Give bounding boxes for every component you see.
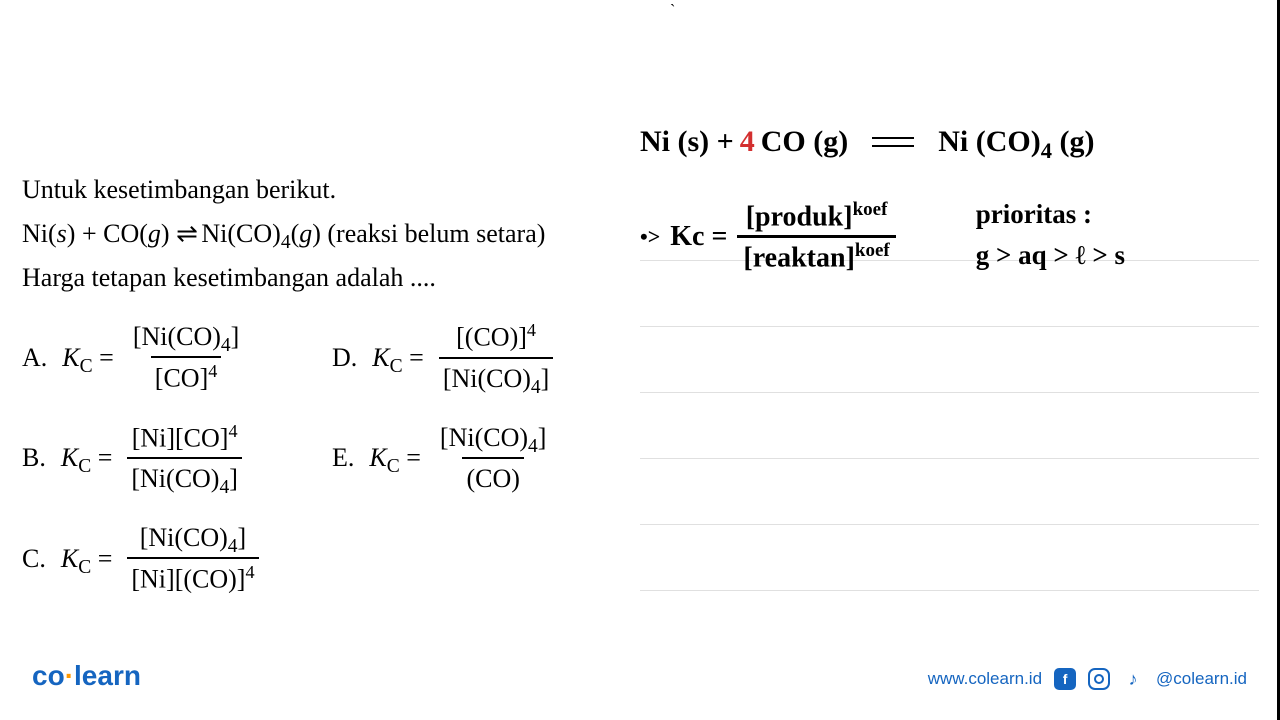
footer-links: www.colearn.id f ♪ @colearn.id: [928, 668, 1247, 690]
social-handle: @colearn.id: [1156, 669, 1247, 689]
tiktok-icon: ♪: [1122, 668, 1144, 690]
instagram-icon: [1088, 668, 1110, 690]
handwriting-panel: Ni (s) + 4 CO (g) Ni (CO)4 (g) •> Kc = […: [640, 125, 1255, 275]
kc-and-priority-row: •> Kc = [produk]koef [reaktan]koef prior…: [640, 199, 1255, 275]
option-a: A. KC = [Ni(CO)4] [CO]4: [22, 317, 312, 398]
stray-mark: `: [670, 2, 675, 20]
question-line-2: Ni(s) + CO(g) ⇌ Ni(CO)4(g) (reaksi belum…: [22, 214, 622, 253]
question-line-3: Harga tetapan kesetimbangan adalah ....: [22, 258, 622, 297]
answer-options: A. KC = [Ni(CO)4] [CO]4 D. KC = [(CO)]4 …: [22, 317, 622, 599]
facebook-icon: f: [1054, 668, 1076, 690]
website-url: www.colearn.id: [928, 669, 1042, 689]
priority-note: prioritas : g > aq > ℓ > s: [976, 199, 1125, 271]
option-e: E. KC = [Ni(CO)4] (CO): [332, 418, 622, 498]
question-panel: Untuk kesetimbangan berikut. Ni(s) + CO(…: [22, 170, 622, 599]
equilibrium-arrow-icon: [870, 130, 916, 154]
option-b: B. KC = [Ni][CO]4 [Ni(CO)4]: [22, 418, 312, 499]
kc-formula: •> Kc = [produk]koef [reaktan]koef: [640, 199, 896, 275]
highlighted-coefficient: 4: [740, 125, 755, 159]
brand-logo: co·learn: [32, 660, 141, 692]
option-c: C. KC = [Ni(CO)4] [Ni][(CO)]4: [22, 518, 312, 599]
question-line-1: Untuk kesetimbangan berikut.: [22, 170, 622, 209]
option-d: D. KC = [(CO)]4 [Ni(CO)4]: [332, 317, 622, 398]
logo-dot-icon: ·: [65, 660, 74, 691]
balanced-equation: Ni (s) + 4 CO (g) Ni (CO)4 (g): [640, 125, 1255, 159]
equilibrium-arrow: ⇌: [176, 218, 195, 248]
